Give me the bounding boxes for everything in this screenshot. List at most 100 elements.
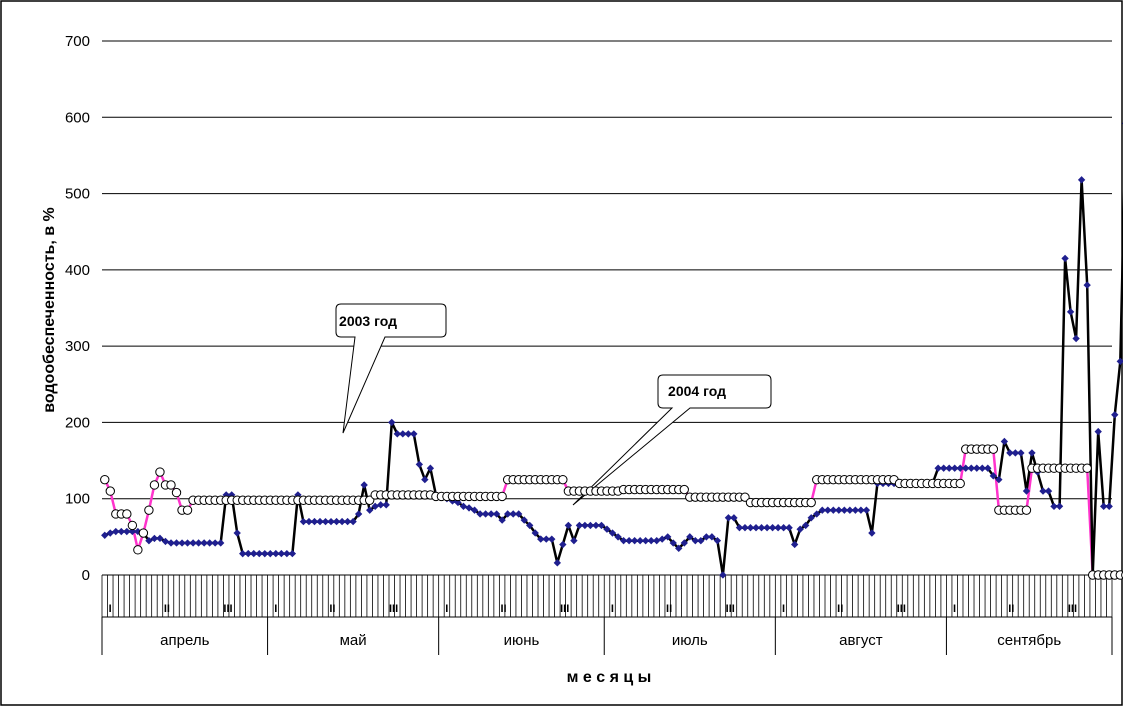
- decade-label: III: [1068, 603, 1077, 615]
- point-2003: [597, 521, 606, 530]
- point-2003: [343, 517, 352, 526]
- decade-label: III: [389, 603, 398, 615]
- point-2003: [421, 475, 429, 484]
- point-2003: [492, 510, 501, 518]
- point-2003: [1116, 357, 1123, 366]
- point-2003: [575, 521, 584, 530]
- point-2003: [586, 521, 595, 530]
- point-2003: [272, 549, 280, 558]
- point-2003: [321, 517, 330, 526]
- point-2003: [354, 510, 363, 518]
- callout-2003-shape: [335, 303, 447, 434]
- point-2004: [679, 484, 689, 495]
- month-label: июнь: [504, 632, 540, 649]
- point-2003: [857, 506, 865, 514]
- point-2003: [829, 506, 837, 514]
- point-2003: [1011, 449, 1020, 457]
- point-2003: [851, 506, 860, 514]
- point-2003: [978, 464, 986, 472]
- point-2004: [122, 509, 132, 519]
- point-2003: [774, 524, 782, 532]
- point-2003: [537, 535, 545, 543]
- point-2003: [426, 464, 435, 472]
- point-2003: [768, 524, 777, 532]
- point-2003: [973, 464, 981, 472]
- point-2004: [149, 480, 160, 490]
- point-2003: [399, 430, 407, 438]
- point-2003: [1017, 449, 1025, 457]
- callouts: 2003 год 2004 год: [335, 303, 772, 506]
- x-axis-title: м е с я ц ы: [567, 669, 652, 686]
- callout-2004: 2004 год: [572, 374, 772, 506]
- point-2003: [504, 510, 512, 518]
- month-label: июль: [672, 632, 708, 649]
- point-2003: [664, 533, 672, 541]
- point-2003: [261, 549, 269, 558]
- point-2003: [735, 523, 744, 532]
- point-2003: [802, 521, 810, 530]
- point-2003: [388, 418, 396, 427]
- point-2003: [840, 506, 849, 514]
- point-2003: [757, 524, 766, 532]
- point-2003: [669, 539, 677, 547]
- point-2004: [988, 444, 999, 454]
- point-2003: [515, 510, 523, 518]
- point-2003: [255, 549, 263, 558]
- point-2003: [316, 517, 324, 526]
- point-2003: [763, 523, 771, 532]
- point-2003: [288, 549, 297, 558]
- point-2003: [862, 506, 871, 514]
- point-2003: [581, 521, 589, 530]
- point-2003: [934, 464, 942, 472]
- decade-label: I: [953, 603, 956, 615]
- point-2003: [730, 514, 738, 522]
- decade-label: III: [223, 603, 232, 615]
- decade-label: III: [726, 603, 735, 615]
- y-tick-label: 200: [65, 414, 90, 431]
- point-2003: [680, 539, 688, 547]
- decade-label: II: [1008, 603, 1014, 615]
- point-2003: [779, 524, 788, 532]
- point-2003: [498, 516, 506, 524]
- decade-label: III: [560, 603, 569, 615]
- point-2004: [182, 505, 193, 515]
- callout-2003: 2003 год: [335, 303, 447, 434]
- point-2003: [200, 539, 208, 547]
- point-2003: [481, 510, 490, 518]
- decade-label: II: [500, 603, 506, 615]
- point-2003: [520, 516, 528, 524]
- y-tick-label: 700: [65, 33, 90, 50]
- point-2004: [100, 474, 110, 485]
- point-2003: [305, 517, 313, 526]
- point-2003: [691, 537, 700, 545]
- point-2003: [382, 501, 390, 509]
- point-2003: [542, 535, 550, 543]
- point-2004: [497, 491, 507, 502]
- month-label: август: [839, 632, 883, 649]
- point-2003: [366, 506, 374, 514]
- y-tick-label: 0: [82, 567, 90, 584]
- point-2003: [415, 460, 424, 469]
- point-2003: [183, 539, 192, 547]
- point-2003: [548, 535, 556, 543]
- point-2003: [172, 539, 181, 547]
- point-2003: [1006, 449, 1014, 457]
- point-2004: [138, 528, 149, 538]
- point-2003: [404, 430, 413, 438]
- point-2003: [675, 544, 683, 553]
- callout-2004-label: 2004 год: [668, 383, 726, 399]
- point-2003: [1000, 437, 1009, 446]
- point-2003: [332, 517, 341, 526]
- point-2003: [785, 524, 793, 532]
- point-2003: [371, 502, 379, 511]
- point-2003: [410, 430, 418, 438]
- point-2004: [740, 492, 750, 502]
- point-2003: [835, 506, 843, 514]
- point-2003: [967, 464, 975, 472]
- point-2004: [364, 495, 375, 505]
- y-tick-label: 500: [65, 186, 90, 203]
- point-2003: [1066, 308, 1075, 316]
- point-2003: [939, 464, 948, 472]
